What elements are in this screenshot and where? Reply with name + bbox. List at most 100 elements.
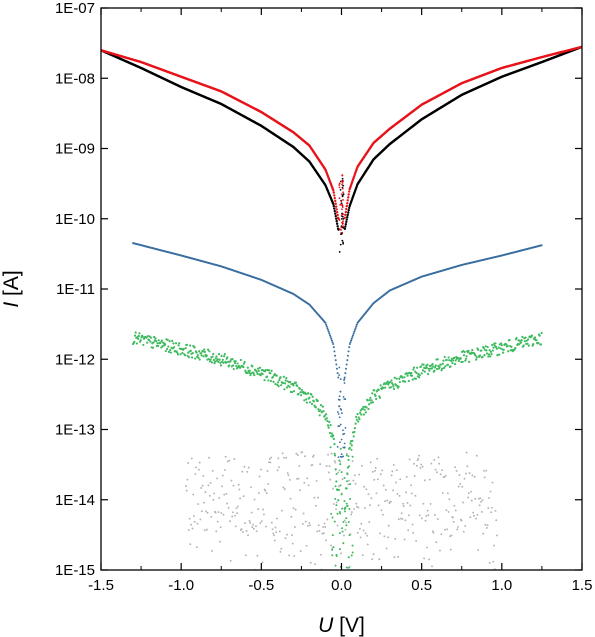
series-4-point bbox=[278, 530, 281, 533]
series-0-point bbox=[332, 191, 335, 194]
series-4-point bbox=[211, 550, 213, 552]
series-1-point bbox=[341, 195, 344, 198]
series-3-point bbox=[494, 342, 497, 345]
series-3-point bbox=[348, 465, 351, 468]
series-4-point bbox=[295, 452, 298, 455]
series-3-point bbox=[249, 372, 253, 375]
series-4-point bbox=[364, 532, 367, 535]
series-4-point bbox=[242, 531, 244, 533]
series-4-point bbox=[363, 507, 366, 510]
series-4-point bbox=[407, 529, 410, 532]
series-2-point bbox=[344, 426, 347, 429]
series-0-point bbox=[338, 182, 341, 185]
series-4-point bbox=[434, 468, 437, 471]
series-4-point bbox=[420, 463, 423, 466]
series-3-point bbox=[267, 369, 271, 372]
series-0-point bbox=[344, 213, 347, 217]
series-4-point bbox=[216, 477, 218, 480]
series-4-point bbox=[208, 456, 211, 459]
series-2-point bbox=[340, 412, 343, 415]
series-3-point bbox=[361, 407, 364, 410]
series-2-point bbox=[327, 330, 330, 333]
series-4-point bbox=[257, 508, 260, 511]
series-3-point bbox=[507, 350, 510, 353]
series-4-point bbox=[221, 485, 223, 488]
series-3-point bbox=[434, 364, 437, 367]
series-3-point bbox=[355, 418, 358, 421]
series-1-point bbox=[344, 223, 348, 226]
series-2-point bbox=[353, 330, 356, 333]
series-4-point bbox=[234, 525, 237, 528]
series-1-point bbox=[345, 220, 348, 224]
series-4-point bbox=[399, 478, 402, 481]
series-3-point bbox=[363, 408, 366, 411]
series-4-point bbox=[441, 492, 444, 494]
series-4-point bbox=[361, 554, 364, 557]
series-4-point bbox=[218, 497, 221, 499]
series-2-point bbox=[342, 455, 345, 458]
series-3-point bbox=[253, 373, 256, 377]
series-1-point bbox=[338, 251, 341, 253]
series-3-point bbox=[138, 332, 141, 335]
series-0-point bbox=[336, 213, 339, 217]
series-3-point bbox=[412, 366, 416, 369]
series-4-point bbox=[428, 478, 431, 481]
series-3-point bbox=[362, 413, 366, 416]
series-4-point bbox=[272, 532, 275, 535]
series-2-point bbox=[332, 346, 335, 349]
series-4-point bbox=[391, 470, 394, 473]
series-3-point bbox=[199, 352, 203, 355]
series-4-point bbox=[488, 496, 490, 499]
series-4-point bbox=[238, 488, 241, 491]
series-4-point bbox=[412, 531, 415, 534]
series-3-point bbox=[495, 347, 498, 350]
series-3-point bbox=[252, 372, 255, 375]
series-4-point bbox=[283, 488, 286, 491]
series-3-point bbox=[412, 368, 415, 371]
series-4-point bbox=[357, 506, 360, 509]
series-3-point bbox=[257, 367, 260, 370]
series-3-point bbox=[190, 356, 194, 359]
series-3-point bbox=[256, 372, 259, 375]
series-4-point bbox=[408, 458, 411, 461]
series-4-point bbox=[216, 520, 219, 523]
series-4-point bbox=[448, 498, 451, 501]
series-4-point bbox=[468, 472, 471, 475]
series-0-point bbox=[341, 206, 344, 208]
series-3-point bbox=[267, 379, 270, 382]
series-3-point bbox=[269, 372, 272, 375]
series-4-point bbox=[327, 453, 330, 456]
series-4-point bbox=[417, 457, 420, 460]
series-1-point bbox=[341, 215, 344, 218]
series-2-point bbox=[355, 325, 358, 328]
series-4-point bbox=[438, 549, 441, 552]
series-3-point bbox=[271, 376, 274, 379]
series-3-point bbox=[395, 377, 398, 380]
series-3-point bbox=[333, 452, 336, 455]
series-0-point bbox=[340, 193, 343, 196]
series-3-point bbox=[334, 468, 337, 471]
series-4-point bbox=[268, 458, 271, 460]
series-3-point bbox=[434, 366, 437, 369]
series-3-point bbox=[427, 367, 430, 370]
series-4-point bbox=[206, 511, 209, 514]
series-4-point bbox=[443, 476, 446, 479]
series-1-point bbox=[333, 209, 336, 213]
series-4-point bbox=[185, 485, 187, 487]
series-3-point bbox=[212, 358, 215, 362]
series-3-point bbox=[347, 566, 350, 569]
series-2-point bbox=[347, 350, 350, 353]
series-3-point bbox=[441, 367, 444, 370]
series-2-point bbox=[328, 334, 331, 337]
series-2-point bbox=[344, 367, 347, 370]
series-3-point bbox=[223, 353, 226, 356]
series-3-point bbox=[403, 380, 407, 383]
series-4-point bbox=[315, 479, 318, 482]
series-4-point bbox=[335, 508, 337, 511]
series-3-point bbox=[166, 338, 169, 341]
series-4-point bbox=[208, 494, 211, 497]
series-4-point bbox=[386, 499, 389, 502]
series-4-point bbox=[394, 481, 397, 484]
series-4-point bbox=[292, 507, 295, 510]
series-4-point bbox=[450, 534, 453, 537]
